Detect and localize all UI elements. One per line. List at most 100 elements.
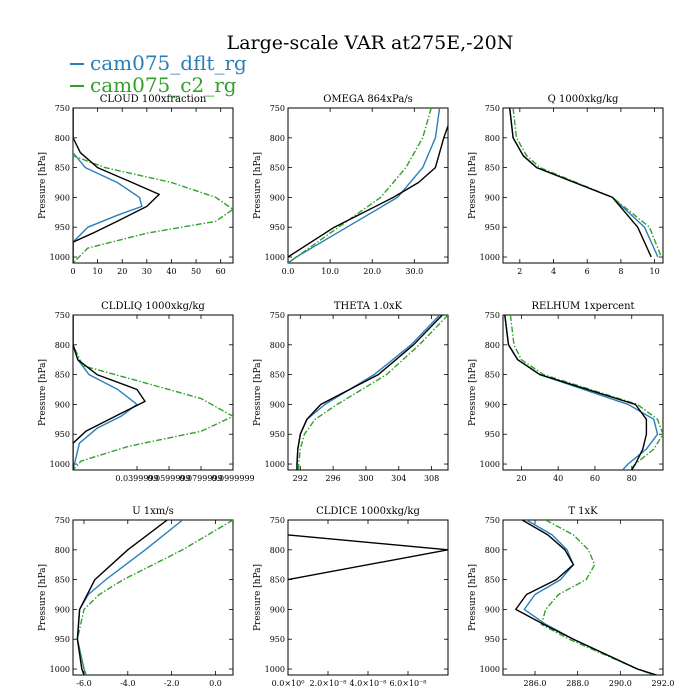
y-tick-label: 750 xyxy=(55,311,70,320)
series-line xyxy=(504,315,659,470)
y-tick-label: 800 xyxy=(485,546,500,555)
panel-frame xyxy=(502,519,664,676)
y-tick-label: 800 xyxy=(270,341,285,350)
series-line xyxy=(76,520,233,675)
series-line xyxy=(288,108,432,263)
y-tick-label: 1000 xyxy=(265,253,285,262)
panel-title: THETA 1.0xK xyxy=(334,301,403,312)
series-line xyxy=(515,520,657,675)
y-axis-label: Pressure [hPa] xyxy=(253,564,263,631)
y-tick-label: 800 xyxy=(55,341,70,350)
series-line xyxy=(76,520,168,675)
x-tick-label: -2.0 xyxy=(164,679,179,688)
y-tick-label: 1000 xyxy=(50,460,70,469)
x-tick-label: 0.0 xyxy=(282,267,295,276)
x-tick-label: 80 xyxy=(627,474,637,483)
series-group xyxy=(515,520,657,675)
y-tick-label: 850 xyxy=(485,164,500,173)
x-tick-label: 8 xyxy=(618,267,623,276)
y-tick-label: 900 xyxy=(55,400,70,409)
x-tick-label: 4 xyxy=(551,267,556,276)
y-tick-label: 900 xyxy=(485,193,500,202)
series-line xyxy=(298,315,448,470)
x-tick-label: 308 xyxy=(424,474,439,483)
legend-label-dflt: cam075_dflt_rg xyxy=(90,51,247,75)
y-tick-label: 1000 xyxy=(480,665,500,674)
x-tick-label: 0.0799999 xyxy=(179,474,222,483)
series-line xyxy=(73,108,143,263)
x-tick-label: 6.0×10⁻⁸ xyxy=(389,679,426,688)
panel: CLDLIQ 1000xkg/kg 750 800 850 900 950 1000 0.03… xyxy=(38,301,255,483)
x-tick-label: 20.0 xyxy=(363,267,381,276)
panel-frame xyxy=(72,519,234,676)
series-line xyxy=(73,108,233,263)
series-line xyxy=(288,534,448,581)
panel: U 1xm/s 750 800 850 900 950 1000 -6.0 -4.0 -2.0 0.… xyxy=(38,506,234,688)
series-line xyxy=(509,108,659,258)
y-tick-label: 800 xyxy=(270,134,285,143)
x-tick-label: 292 xyxy=(293,474,308,483)
panel-frame xyxy=(287,107,449,264)
x-tick-label: 0.0×10⁰ xyxy=(272,679,305,688)
series-line xyxy=(540,520,655,675)
y-tick-label: 900 xyxy=(270,605,285,614)
x-tick-label: 40 xyxy=(166,267,176,276)
y-tick-label: 750 xyxy=(485,516,500,525)
x-tick-label: 30.0 xyxy=(405,267,423,276)
y-tick-label: 800 xyxy=(55,134,70,143)
x-tick-label: 4.0×10⁻⁸ xyxy=(349,679,386,688)
y-tick-label: 950 xyxy=(55,430,70,439)
panel-title: T 1xK xyxy=(568,506,598,517)
y-tick-label: 850 xyxy=(270,164,285,173)
y-tick-label: 750 xyxy=(485,311,500,320)
series-line xyxy=(504,315,648,470)
panel-title: RELHUM 1xpercent xyxy=(531,301,634,312)
series-group xyxy=(288,108,448,263)
panel: RELHUM 1xpercent 750 800 850 900 950 1000 20 40 6… xyxy=(468,301,664,483)
panel-title: CLDLIQ 1000xkg/kg xyxy=(101,301,205,312)
panel-frame xyxy=(502,107,664,264)
y-tick-label: 950 xyxy=(55,223,70,232)
x-tick-label: 2 xyxy=(517,267,522,276)
y-tick-label: 1000 xyxy=(50,665,70,674)
x-tick-label: 20 xyxy=(516,474,526,483)
x-tick-label: 0.0599999 xyxy=(147,474,190,483)
y-tick-label: 950 xyxy=(485,223,500,232)
x-tick-label: 10.0 xyxy=(321,267,339,276)
series-group xyxy=(73,108,233,263)
y-axis-label: Pressure [hPa] xyxy=(468,152,478,219)
x-tick-label: 0 xyxy=(70,267,75,276)
y-tick-label: 950 xyxy=(55,635,70,644)
y-tick-label: 900 xyxy=(55,193,70,202)
series-line xyxy=(509,108,652,258)
series-group xyxy=(504,315,663,470)
series-group xyxy=(509,108,662,258)
y-tick-label: 1000 xyxy=(50,253,70,262)
y-tick-label: 950 xyxy=(270,430,285,439)
x-tick-label: 288.0 xyxy=(566,679,589,688)
y-axis-label: Pressure [hPa] xyxy=(38,359,48,426)
y-tick-label: 900 xyxy=(55,605,70,614)
x-tick-label: 292.0 xyxy=(652,679,675,688)
series-line xyxy=(296,315,441,470)
y-tick-label: 750 xyxy=(55,516,70,525)
y-tick-label: 750 xyxy=(270,311,285,320)
x-tick-label: 0.0999999 xyxy=(211,474,254,483)
panel-title: CLDICE 1000xkg/kg xyxy=(316,506,420,517)
y-axis-label: Pressure [hPa] xyxy=(38,152,48,219)
panel: CLDICE 1000xkg/kg 750 800 850 900 950 1000 0.0×… xyxy=(253,506,449,688)
y-tick-label: 950 xyxy=(270,635,285,644)
x-tick-label: 304 xyxy=(391,474,406,483)
x-tick-label: 30 xyxy=(142,267,152,276)
series-line xyxy=(288,125,448,258)
series-group xyxy=(76,520,233,675)
panel-frame xyxy=(72,107,234,264)
panel-title: OMEGA 864xPa/s xyxy=(323,94,413,105)
x-tick-label: 0.0 xyxy=(209,679,222,688)
y-tick-label: 1000 xyxy=(265,460,285,469)
x-tick-label: 2.0×10⁻⁸ xyxy=(309,679,346,688)
series-line xyxy=(523,520,655,675)
series-line xyxy=(296,315,443,470)
